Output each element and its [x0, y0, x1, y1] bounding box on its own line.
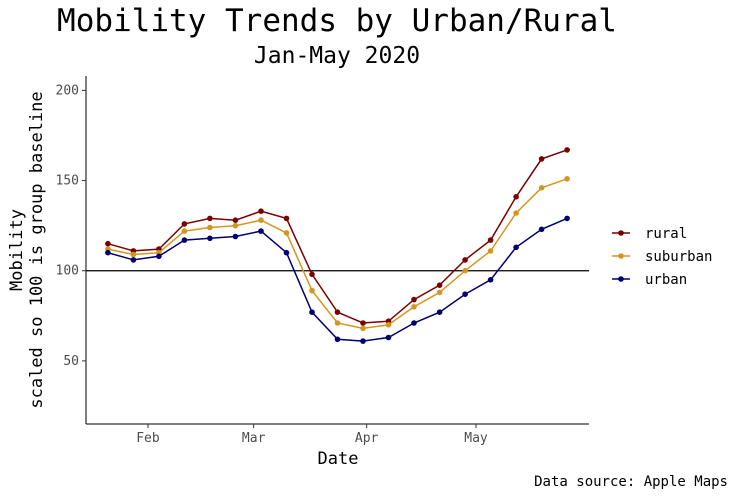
suburban-line — [107, 178, 568, 330]
rural-point — [309, 271, 315, 278]
x-tick-label: Mar — [242, 431, 266, 446]
urban-point — [411, 320, 417, 326]
x-ticks: Feb Mar Apr May — [136, 424, 488, 446]
y-axis-title-line1: Mobility — [7, 209, 27, 291]
urban-point — [360, 338, 366, 344]
series-suburban — [105, 176, 570, 332]
urban-point — [207, 235, 213, 242]
suburban-point — [334, 320, 341, 326]
suburban-point — [130, 251, 137, 258]
chart-subtitle: Jan-May 2020 — [254, 43, 420, 69]
suburban-point — [309, 287, 315, 294]
suburban-point — [232, 222, 239, 229]
y-tick-label: 150 — [56, 174, 79, 189]
rural-point — [232, 217, 239, 223]
suburban-point — [564, 176, 570, 182]
urban-point — [258, 228, 264, 234]
legend-key-point — [618, 253, 624, 259]
rural-point — [564, 147, 570, 153]
suburban-point — [538, 185, 545, 191]
suburban-point — [411, 304, 417, 310]
y-tick-label: 50 — [63, 354, 79, 369]
legend: rural suburban urban — [612, 226, 712, 288]
legend-label: rural — [645, 226, 687, 242]
urban-point — [564, 215, 570, 222]
urban-point — [462, 291, 468, 298]
y-axis-title-line2: scaled so 100 is group baseline — [27, 91, 47, 408]
urban-point — [232, 233, 239, 240]
series-layer — [105, 147, 570, 344]
urban-point — [385, 334, 392, 341]
rural-point — [283, 215, 290, 222]
suburban-point — [513, 210, 519, 216]
suburban-point — [436, 289, 443, 296]
legend-key-point — [618, 276, 624, 282]
suburban-point — [207, 224, 213, 231]
rural-point — [462, 257, 468, 263]
x-tick-label: Apr — [355, 431, 379, 446]
x-tick-label: Feb — [136, 431, 160, 446]
rural-point — [411, 296, 417, 303]
rural-point — [105, 240, 111, 247]
series-urban — [105, 215, 570, 344]
chart-title: Mobility Trends by Urban/Rural — [57, 3, 617, 39]
legend-item-rural: rural — [612, 226, 687, 242]
urban-point — [309, 309, 315, 316]
rural-point — [436, 282, 443, 289]
series-rural — [105, 147, 570, 326]
suburban-point — [181, 228, 188, 234]
urban-point — [181, 237, 188, 243]
x-tick-label: May — [464, 431, 488, 446]
urban-point — [538, 226, 545, 233]
suburban-point — [360, 325, 366, 332]
urban-point — [105, 249, 111, 256]
y-tick-label: 100 — [56, 264, 79, 279]
urban-point — [130, 257, 137, 263]
y-tick-label: 200 — [56, 83, 79, 98]
rural-point — [487, 237, 494, 243]
urban-point — [283, 249, 290, 256]
urban-point — [513, 244, 519, 251]
rural-point — [258, 208, 264, 214]
urban-point — [156, 253, 162, 260]
legend-key-point — [618, 230, 624, 236]
urban-point — [436, 309, 443, 316]
rural-line — [107, 149, 568, 324]
suburban-point — [385, 322, 392, 328]
rural-point — [538, 156, 545, 162]
suburban-point — [462, 267, 468, 274]
y-ticks: 50 100 150 200 — [56, 83, 86, 369]
suburban-point — [258, 217, 264, 223]
rural-point — [181, 221, 188, 227]
legend-item-urban: urban — [612, 272, 687, 288]
legend-label: suburban — [645, 249, 712, 265]
legend-item-suburban: suburban — [612, 249, 712, 265]
rural-point — [207, 215, 213, 222]
rural-point — [360, 320, 366, 326]
caption: Data source: Apple Maps — [534, 474, 728, 490]
legend-label: urban — [645, 272, 687, 288]
rural-point — [334, 309, 341, 316]
suburban-point — [283, 230, 290, 236]
suburban-point — [487, 248, 494, 254]
urban-point — [487, 277, 494, 283]
y-axis-title: Mobility scaled so 100 is group baseline — [7, 91, 47, 408]
x-axis-title: Date — [318, 449, 359, 469]
urban-point — [334, 336, 341, 343]
rural-point — [513, 194, 519, 200]
